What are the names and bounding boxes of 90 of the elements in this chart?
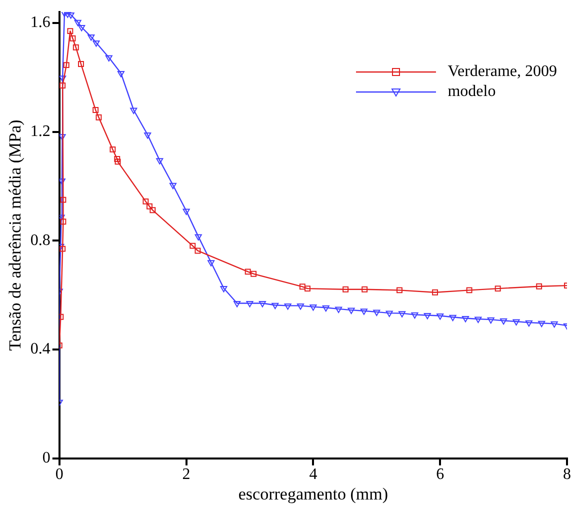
- x-tick-label: 0: [55, 466, 64, 484]
- point: [169, 182, 177, 190]
- point: [432, 289, 438, 296]
- point: [258, 301, 266, 308]
- x-tick-label: 8: [563, 466, 571, 484]
- y-tick-label: 0: [42, 450, 50, 467]
- point: [59, 134, 66, 140]
- point: [536, 283, 542, 290]
- y-tick-label: 0.8: [30, 232, 50, 249]
- y-tick-label: 1.2: [30, 122, 50, 140]
- point: [299, 284, 306, 290]
- point: [348, 308, 355, 314]
- point: [194, 248, 201, 254]
- point: [342, 286, 349, 292]
- point: [59, 314, 64, 320]
- point: [272, 302, 279, 310]
- point: [63, 62, 70, 68]
- point: [424, 312, 431, 320]
- x-tick-label: 4: [309, 466, 318, 484]
- point: [59, 214, 65, 221]
- point: [114, 156, 120, 162]
- legend-label: modelo: [448, 82, 496, 102]
- point: [234, 301, 241, 308]
- y-tick-label: 1.6: [30, 14, 50, 32]
- point: [462, 316, 470, 322]
- point: [64, 12, 72, 18]
- point: [78, 24, 86, 32]
- point: [296, 303, 304, 310]
- point: [70, 35, 76, 42]
- point: [525, 320, 532, 327]
- point: [310, 304, 317, 311]
- point: [142, 198, 149, 204]
- point: [449, 314, 456, 322]
- point: [474, 316, 482, 324]
- point: [110, 146, 116, 152]
- point: [144, 132, 152, 139]
- point: [88, 34, 95, 41]
- point: [500, 318, 508, 325]
- point: [59, 178, 66, 185]
- point: [304, 286, 310, 292]
- point: [538, 320, 546, 328]
- point: [78, 61, 84, 67]
- point: [194, 234, 202, 241]
- point: [362, 286, 368, 292]
- point: [105, 55, 112, 62]
- point: [74, 20, 82, 26]
- legend-label: Verderame, 2009: [448, 62, 557, 82]
- point: [60, 196, 66, 203]
- point: [396, 287, 402, 294]
- point: [208, 260, 215, 266]
- point: [244, 268, 251, 275]
- point: [72, 44, 79, 50]
- y-axis-title: Tensão de aderência média (MPa): [6, 120, 25, 351]
- point: [67, 12, 74, 19]
- point: [92, 107, 99, 113]
- point: [398, 311, 406, 318]
- x-axis-title: escorregamento (mm): [238, 484, 388, 504]
- point: [250, 270, 257, 277]
- point: [494, 286, 501, 292]
- point: [60, 82, 66, 88]
- point: [130, 108, 138, 114]
- point: [114, 158, 121, 165]
- point: [360, 308, 368, 315]
- point: [150, 207, 156, 214]
- point: [190, 242, 196, 249]
- point: [220, 286, 228, 292]
- point: [284, 303, 292, 310]
- point: [550, 321, 558, 328]
- point: [335, 306, 342, 313]
- point: [146, 203, 152, 210]
- point: [92, 40, 100, 47]
- point: [322, 305, 330, 312]
- point: [436, 314, 444, 320]
- x-tick-label: 6: [436, 466, 444, 484]
- point: [117, 70, 124, 78]
- point: [96, 114, 102, 120]
- x-tick-label: 2: [182, 466, 190, 484]
- point: [466, 287, 472, 294]
- point: [246, 301, 254, 308]
- point: [59, 76, 66, 82]
- point: [156, 158, 164, 164]
- y-tick-label: 0.4: [30, 340, 50, 358]
- point: [67, 28, 74, 34]
- point: [512, 319, 520, 326]
- point: [60, 218, 66, 225]
- point: [487, 317, 494, 324]
- point: [386, 310, 393, 318]
- point: [373, 310, 380, 316]
- point: [182, 208, 190, 215]
- point: [411, 312, 418, 319]
